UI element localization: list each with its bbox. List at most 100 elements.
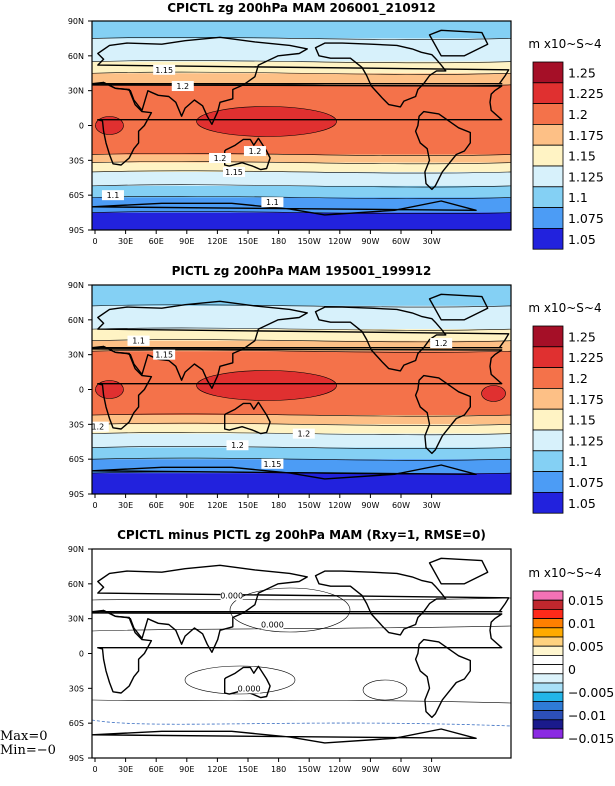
x-tick-label: 90E xyxy=(179,501,194,510)
field-band xyxy=(92,329,511,341)
coastline xyxy=(224,401,271,435)
coastline xyxy=(92,81,503,166)
y-tick-label: 90N xyxy=(68,17,84,26)
contour-label: 1.15 xyxy=(225,168,243,177)
contour-line xyxy=(92,699,511,704)
chart-title: CPICTL zg 200hPa MAM 206001_210912 xyxy=(167,1,436,16)
colorbar-label: 1.25 xyxy=(568,329,596,344)
x-tick-label: 0 xyxy=(92,237,97,246)
colorbar-label: 0.005 xyxy=(568,639,604,654)
colorbar-label: 0.015 xyxy=(568,593,604,608)
contour-label-bg xyxy=(209,153,232,164)
y-tick-label: 0 xyxy=(79,650,84,659)
x-tick-label: 30W xyxy=(423,501,441,510)
x-tick-label: 90E xyxy=(179,765,194,774)
field-band xyxy=(92,473,511,494)
field-band xyxy=(92,459,511,474)
chart-title: CPICTL minus PICTL zg 200hPa MAM (Rxy=1,… xyxy=(117,528,486,542)
x-tick-label: 150E xyxy=(238,237,258,246)
x-tick-label: 0 xyxy=(92,765,97,774)
x-tick-label: 30E xyxy=(118,501,133,510)
chart-panel-2: 1.15 1.15 1.2 1.2 1.2 1.2 1.15 1.1 90N 60N 30N 0 30S… xyxy=(68,264,604,514)
field-band xyxy=(92,185,511,198)
colorbar-units: m x10~S~4 xyxy=(528,566,601,580)
map-area: 0.000 0.000 0.000 xyxy=(92,549,511,758)
contour-label-bg xyxy=(153,64,176,75)
contour-line xyxy=(184,665,296,695)
contour-line xyxy=(92,36,511,40)
colorbar-label: 1.05 xyxy=(568,496,596,511)
colorbar-cell xyxy=(532,710,564,721)
colorbar-label: 1.125 xyxy=(568,169,604,184)
coastline xyxy=(92,609,503,694)
y-tick-label: 30S xyxy=(69,420,84,429)
contour-label: 1.1 xyxy=(132,337,145,346)
x-tick-label: 60E xyxy=(149,765,164,774)
colorbar-label: 1.175 xyxy=(568,128,604,143)
colorbar-cell xyxy=(532,82,564,105)
colorbar-cell xyxy=(532,144,564,167)
colorbar-cell xyxy=(532,165,564,188)
contour-label-bg xyxy=(92,421,109,432)
colorbar-label: 1.075 xyxy=(568,475,604,490)
coastline xyxy=(92,345,503,430)
coastline xyxy=(92,464,477,480)
contour-label-bg xyxy=(171,81,194,92)
contour-label-bg xyxy=(430,338,453,349)
y-tick-label: 90S xyxy=(69,226,84,235)
coastline xyxy=(314,570,447,636)
coastline xyxy=(314,306,447,372)
colorbar-cell xyxy=(532,682,564,693)
x-tick-label: 60W xyxy=(392,501,410,510)
colorbar-cell xyxy=(532,636,564,647)
x-tick-label: 60W xyxy=(392,765,410,774)
x-tick-label: 30W xyxy=(423,237,441,246)
x-tick-label: 90W xyxy=(361,501,379,510)
colorbar-cell xyxy=(532,701,564,712)
contour-line xyxy=(229,587,351,633)
x-tick-label: 0 xyxy=(92,501,97,510)
y-tick-label: 60N xyxy=(68,316,84,325)
field-band xyxy=(92,197,511,213)
colorbar-cell xyxy=(532,491,564,514)
colorbar-label: 1.175 xyxy=(568,392,604,407)
colorbar-cell xyxy=(532,655,564,666)
contour-label-bg xyxy=(226,440,249,451)
contour-label-bg xyxy=(101,190,124,201)
chart-title: PICTL zg 200hPa MAM 195001_199912 xyxy=(172,264,432,279)
contour-label: 1.2 xyxy=(214,154,227,163)
contour-label: 1.1 xyxy=(107,191,120,200)
contour-label-bg xyxy=(261,619,284,630)
field-band xyxy=(92,285,511,306)
x-tick-label: 180 xyxy=(271,237,286,246)
colorbar-cell xyxy=(532,599,564,610)
contour-line xyxy=(92,170,511,174)
tropical-maximum xyxy=(196,370,337,401)
contour-label-bg xyxy=(292,428,315,439)
colorbar-cell xyxy=(532,673,564,684)
colorbar-cell xyxy=(532,664,564,675)
x-tick-label: 90E xyxy=(179,237,194,246)
colorbar-cell xyxy=(532,124,564,146)
field-band xyxy=(92,305,511,330)
colorbar-units: m x10~S~4 xyxy=(528,301,601,315)
colorbar-cell xyxy=(532,387,564,410)
contour-label: 1.1 xyxy=(266,198,279,207)
field-band xyxy=(92,73,511,85)
field-band xyxy=(92,162,511,172)
coastline xyxy=(314,42,447,108)
x-tick-label: 60E xyxy=(149,501,164,510)
contour-line xyxy=(92,349,511,353)
contour-label: 1.2 xyxy=(231,441,244,450)
coastline xyxy=(224,665,271,699)
field-band xyxy=(92,415,511,425)
contour-label-bg xyxy=(243,146,266,157)
colorbar-cell xyxy=(532,609,564,620)
colorbar-label: 1.15 xyxy=(568,413,596,428)
colorbar-label: −0.005 xyxy=(568,685,614,700)
colorbar-label: −0.015 xyxy=(568,731,614,746)
colorbar-cell xyxy=(532,61,564,84)
y-tick-label: 30S xyxy=(69,684,84,693)
y-tick-label: 90S xyxy=(69,754,84,763)
x-tick-label: 150E xyxy=(238,765,258,774)
